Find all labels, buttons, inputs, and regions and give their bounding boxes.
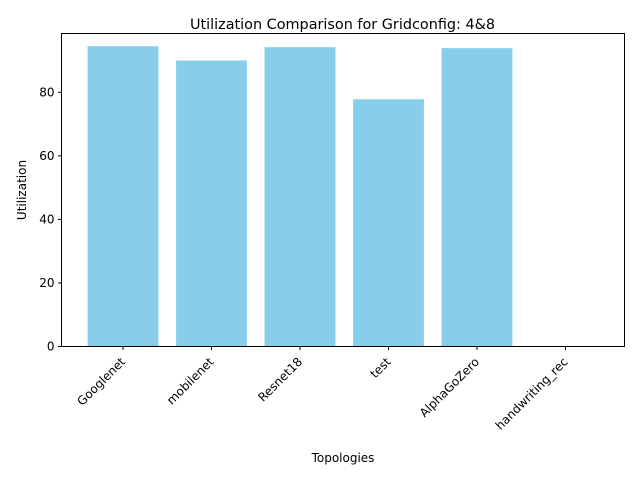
y-tick-label-40: 40 [39,213,54,227]
bar-googlenet [87,46,159,347]
chart-title: Utilization Comparison for Gridconfig: 4… [190,17,495,33]
y-tick-label-20: 20 [39,276,54,290]
y-axis-ticks: 0 20 40 60 80 [39,85,62,354]
y-axis-label: Utilization [15,160,29,220]
y-tick-label-80: 80 [39,85,54,99]
y-tick-label-60: 60 [39,149,54,163]
bar-test [353,99,424,347]
y-tick-label-0: 0 [47,340,55,354]
bars-group [87,46,513,347]
plot-frame [61,33,625,347]
bar-resnet18 [264,47,336,347]
bar-alphagozero [441,48,513,347]
x-axis-label: Topologies [311,451,375,465]
bar-mobilenet [176,60,247,347]
